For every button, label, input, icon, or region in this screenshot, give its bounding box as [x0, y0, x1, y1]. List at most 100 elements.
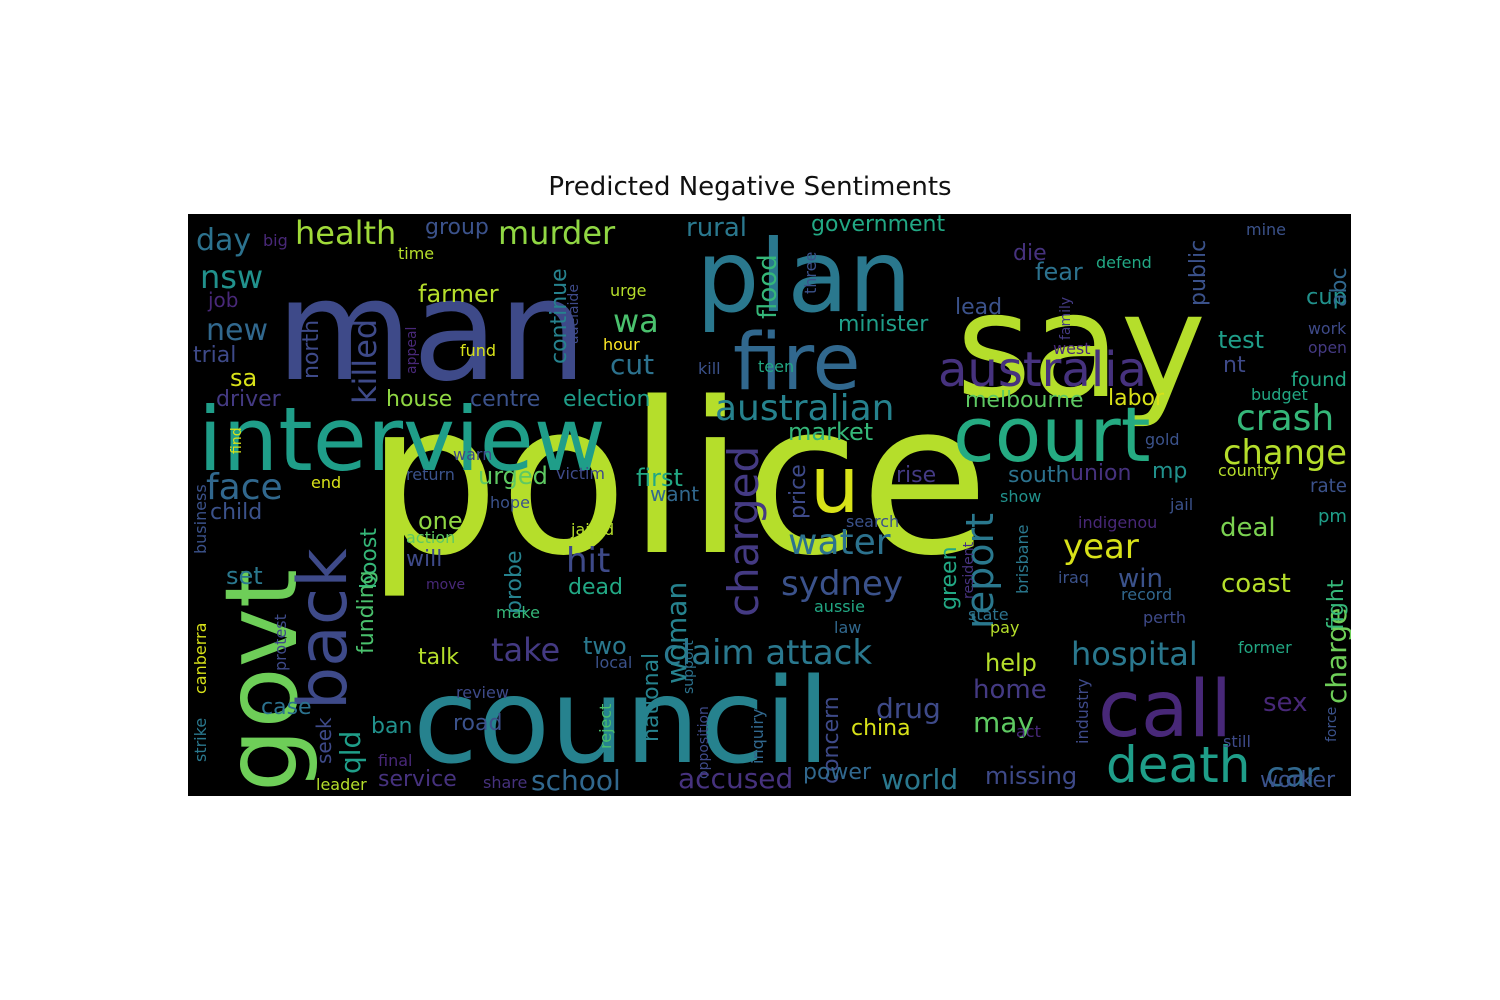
- word-business: business: [191, 484, 210, 554]
- word-charge: charge: [1320, 608, 1351, 704]
- word-face: face: [206, 467, 283, 508]
- word-time: time: [398, 244, 434, 263]
- word-house: house: [386, 387, 452, 412]
- word-mp: mp: [1152, 459, 1187, 484]
- word-election: election: [563, 387, 650, 412]
- word-service: service: [378, 767, 457, 792]
- word-driver: driver: [216, 387, 282, 412]
- word-will: will: [406, 547, 442, 572]
- word-green: green: [937, 546, 962, 610]
- word-national: national: [639, 653, 664, 742]
- word-labor: labor: [1108, 386, 1165, 411]
- word-find: find: [229, 427, 245, 454]
- word-big: big: [263, 231, 288, 250]
- word-want: want: [650, 482, 699, 506]
- word-review: review: [456, 683, 509, 702]
- word-canberra: canberra: [191, 623, 210, 694]
- word-pay: pay: [990, 618, 1019, 637]
- word-world: world: [881, 763, 958, 796]
- word-opposition: opposition: [696, 706, 712, 779]
- word-jailed: jailed: [570, 520, 614, 539]
- word-gold: gold: [1145, 430, 1180, 449]
- word-final: final: [378, 751, 412, 770]
- word-victim: victim: [556, 464, 605, 483]
- word-local: local: [595, 653, 632, 672]
- word-drug: drug: [876, 692, 941, 725]
- word-budget: budget: [1251, 385, 1308, 404]
- word-still: still: [1223, 732, 1251, 751]
- word-report: report: [958, 513, 1002, 629]
- word-found: found: [1291, 368, 1347, 391]
- word-accused: accused: [678, 762, 793, 795]
- word-woman: woman: [660, 582, 693, 684]
- word-two: two: [583, 632, 627, 660]
- word-abc: abc: [1327, 267, 1351, 307]
- word-cloud: police man say council interview plan govt cour…: [188, 214, 1351, 796]
- word-industry: industry: [1073, 678, 1092, 744]
- word-coast: coast: [1221, 569, 1291, 599]
- word-make: make: [496, 603, 540, 622]
- word-appeal: appeal: [404, 327, 420, 374]
- word-seek: seek: [312, 717, 336, 764]
- word-adelaide: adelaide: [566, 284, 582, 344]
- word-man: man: [276, 250, 587, 413]
- word-continue: continue: [547, 268, 572, 364]
- word-school: school: [531, 764, 621, 796]
- word-leader: leader: [316, 775, 367, 794]
- word-reject: reject: [596, 704, 615, 749]
- word-deal: deal: [1220, 513, 1276, 543]
- word-win: win: [1118, 564, 1163, 594]
- word-year: year: [1063, 527, 1139, 567]
- word-pm: pm: [1318, 506, 1347, 527]
- word-act: act: [1016, 722, 1041, 741]
- word-probe: probe: [502, 551, 527, 615]
- word-power: power: [803, 760, 872, 785]
- word-kill: kill: [698, 359, 721, 378]
- chart-title: Predicted Negative Sentiments: [548, 172, 952, 202]
- word-talk: talk: [418, 645, 459, 670]
- word-jail: jail: [1169, 495, 1193, 514]
- word-court: court: [953, 390, 1151, 479]
- word-nt: nt: [1223, 353, 1246, 378]
- word-rate: rate: [1310, 476, 1347, 497]
- word-state: state: [968, 605, 1009, 624]
- word-end: end: [311, 473, 341, 492]
- word-group: group: [425, 215, 489, 240]
- word-take: take: [491, 631, 560, 669]
- word-minister: minister: [838, 312, 929, 337]
- word-water: water: [788, 522, 891, 563]
- word-west: west: [1053, 339, 1091, 358]
- word-may: may: [973, 706, 1034, 739]
- word-cup: cup: [1306, 284, 1347, 310]
- word-resident: resident: [961, 541, 977, 599]
- word-new: new: [206, 313, 268, 348]
- word-price: price: [786, 464, 811, 519]
- word-claim-attack: claim attack: [663, 633, 872, 673]
- word-council: council: [413, 652, 830, 790]
- word-one: one: [418, 507, 463, 535]
- word-lead: lead: [955, 295, 1002, 320]
- word-car: car: [1266, 755, 1320, 795]
- word-charged: charged: [719, 446, 768, 617]
- word-family: family: [1058, 297, 1074, 340]
- word-back: back: [284, 548, 363, 710]
- word-australia: australia: [938, 342, 1147, 398]
- word-rise: rise: [896, 463, 936, 488]
- word-return: return: [406, 465, 455, 484]
- word-case: case: [261, 695, 312, 720]
- word-trial: trial: [193, 343, 236, 368]
- word-aussie: aussie: [814, 597, 865, 616]
- word-australian: australian: [715, 388, 895, 429]
- word-job: job: [207, 288, 239, 312]
- word-die: die: [1013, 241, 1047, 266]
- word-rural: rural: [686, 214, 747, 243]
- word-strike: strike: [191, 718, 210, 762]
- word-former: former: [1238, 638, 1292, 657]
- word-u: u: [810, 441, 859, 531]
- word-law: law: [834, 618, 861, 637]
- word-call: call: [1098, 665, 1232, 755]
- word-crash: crash: [1236, 398, 1334, 439]
- word-dead: dead: [568, 575, 623, 600]
- word-boost: boost: [357, 528, 382, 589]
